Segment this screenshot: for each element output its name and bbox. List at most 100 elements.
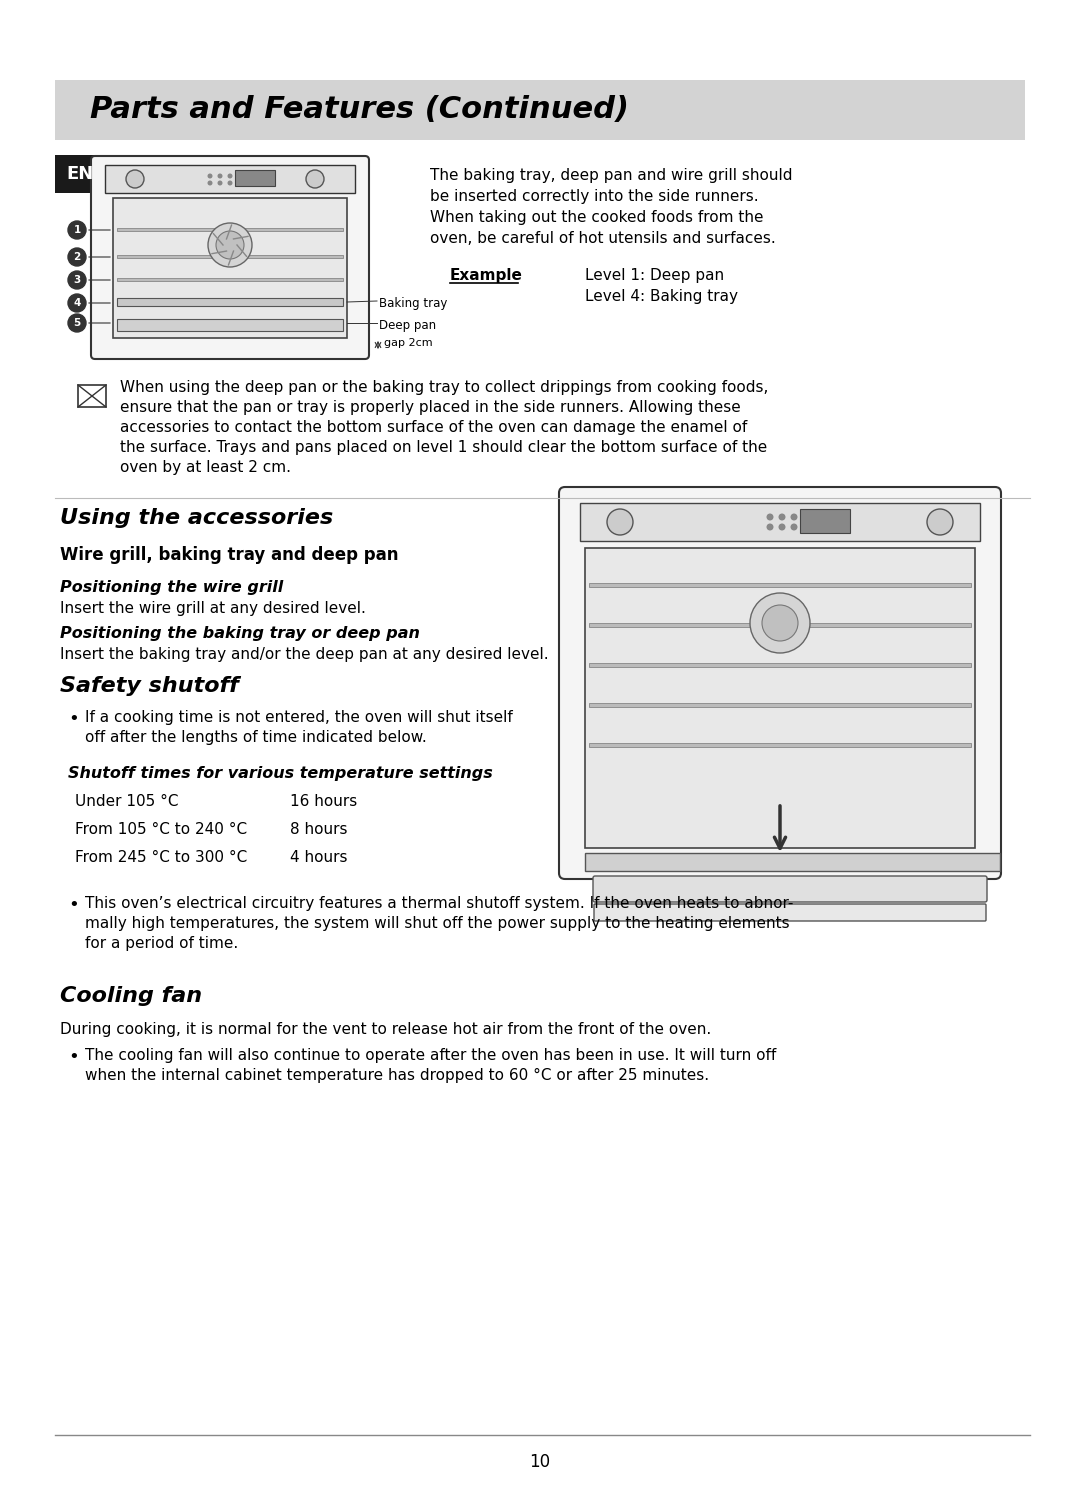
Text: Insert the wire grill at any desired level.: Insert the wire grill at any desired lev… xyxy=(60,600,366,617)
Text: 16 hours: 16 hours xyxy=(291,794,357,808)
Bar xyxy=(589,663,971,667)
Bar xyxy=(589,743,971,747)
Circle shape xyxy=(68,270,86,288)
Text: When using the deep pan or the baking tray to collect drippings from cooking foo: When using the deep pan or the baking tr… xyxy=(120,380,768,395)
Text: Parts and Features (Continued): Parts and Features (Continued) xyxy=(90,95,629,125)
Bar xyxy=(117,256,343,259)
Circle shape xyxy=(306,169,324,189)
Text: If a cooking time is not entered, the oven will shut itself: If a cooking time is not entered, the ov… xyxy=(85,710,513,725)
Text: 4 hours: 4 hours xyxy=(291,850,348,865)
Circle shape xyxy=(216,230,244,259)
Circle shape xyxy=(767,514,773,520)
Circle shape xyxy=(762,605,798,640)
FancyBboxPatch shape xyxy=(559,487,1001,880)
Text: •: • xyxy=(68,710,79,728)
Circle shape xyxy=(228,174,232,178)
Bar xyxy=(55,155,105,193)
Circle shape xyxy=(68,248,86,266)
Bar xyxy=(800,510,850,533)
Text: 4: 4 xyxy=(73,299,81,308)
Text: Using the accessories: Using the accessories xyxy=(60,508,334,528)
Text: Under 105 °C: Under 105 °C xyxy=(75,794,178,808)
Text: off after the lengths of time indicated below.: off after the lengths of time indicated … xyxy=(85,730,427,744)
Circle shape xyxy=(207,174,213,178)
Text: From 105 °C to 240 °C: From 105 °C to 240 °C xyxy=(75,822,247,837)
Bar xyxy=(117,322,343,325)
Bar xyxy=(235,169,275,186)
Text: 8 hours: 8 hours xyxy=(291,822,348,837)
Circle shape xyxy=(208,223,252,267)
FancyBboxPatch shape xyxy=(117,319,343,331)
Text: for a period of time.: for a period of time. xyxy=(85,936,239,951)
FancyBboxPatch shape xyxy=(594,903,986,921)
Circle shape xyxy=(791,523,797,531)
Text: Shutoff times for various temperature settings: Shutoff times for various temperature se… xyxy=(68,765,492,782)
Bar xyxy=(589,623,971,627)
Text: Level 4: Baking tray: Level 4: Baking tray xyxy=(585,288,738,305)
Text: •: • xyxy=(68,896,79,914)
Text: oven by at least 2 cm.: oven by at least 2 cm. xyxy=(120,461,291,476)
Text: From 245 °C to 300 °C: From 245 °C to 300 °C xyxy=(75,850,247,865)
FancyBboxPatch shape xyxy=(91,156,369,360)
Text: Level 1: Deep pan: Level 1: Deep pan xyxy=(585,267,724,282)
Text: the surface. Trays and pans placed on level 1 should clear the bottom surface of: the surface. Trays and pans placed on le… xyxy=(120,440,767,455)
FancyBboxPatch shape xyxy=(117,299,343,306)
Circle shape xyxy=(767,523,773,531)
Circle shape xyxy=(68,294,86,312)
Text: •: • xyxy=(68,1048,79,1065)
Text: This oven’s electrical circuitry features a thermal shutoff system. If the oven : This oven’s electrical circuitry feature… xyxy=(85,896,794,911)
Text: be inserted correctly into the side runners.: be inserted correctly into the side runn… xyxy=(430,189,758,204)
Text: 5: 5 xyxy=(73,318,81,328)
Text: Wire grill, baking tray and deep pan: Wire grill, baking tray and deep pan xyxy=(60,545,399,565)
Circle shape xyxy=(607,510,633,535)
Bar xyxy=(105,165,355,193)
Circle shape xyxy=(779,514,785,520)
Text: mally high temperatures, the system will shut off the power supply to the heatin: mally high temperatures, the system will… xyxy=(85,915,789,932)
Text: 2: 2 xyxy=(73,253,81,262)
Text: Cooling fan: Cooling fan xyxy=(60,987,202,1006)
Circle shape xyxy=(927,510,953,535)
Text: The cooling fan will also continue to operate after the oven has been in use. It: The cooling fan will also continue to op… xyxy=(85,1048,777,1062)
Text: The baking tray, deep pan and wire grill should: The baking tray, deep pan and wire grill… xyxy=(430,168,793,183)
Circle shape xyxy=(68,314,86,331)
Text: 10: 10 xyxy=(529,1453,551,1471)
Circle shape xyxy=(228,180,232,186)
Text: ensure that the pan or tray is properly placed in the side runners. Allowing the: ensure that the pan or tray is properly … xyxy=(120,400,741,415)
Text: Safety shutoff: Safety shutoff xyxy=(60,676,239,695)
Text: 1: 1 xyxy=(73,224,81,235)
FancyBboxPatch shape xyxy=(585,853,1000,871)
Text: when the internal cabinet temperature has dropped to 60 °C or after 25 minutes.: when the internal cabinet temperature ha… xyxy=(85,1068,710,1083)
Circle shape xyxy=(217,174,222,178)
Circle shape xyxy=(779,523,785,531)
Bar xyxy=(117,302,343,305)
Text: Positioning the wire grill: Positioning the wire grill xyxy=(60,580,283,594)
Circle shape xyxy=(217,180,222,186)
Bar xyxy=(589,583,971,587)
Bar xyxy=(117,227,343,230)
Bar xyxy=(117,278,343,281)
Text: EN: EN xyxy=(66,165,94,183)
Text: When taking out the cooked foods from the: When taking out the cooked foods from th… xyxy=(430,210,764,224)
Circle shape xyxy=(126,169,144,189)
Bar xyxy=(113,198,347,337)
Text: Deep pan: Deep pan xyxy=(379,319,436,331)
Text: Insert the baking tray and/or the deep pan at any desired level.: Insert the baking tray and/or the deep p… xyxy=(60,646,549,661)
FancyBboxPatch shape xyxy=(55,80,1025,140)
Text: Example: Example xyxy=(450,267,523,282)
Text: Positioning the baking tray or deep pan: Positioning the baking tray or deep pan xyxy=(60,626,420,640)
Text: gap 2cm: gap 2cm xyxy=(384,337,433,348)
Text: 3: 3 xyxy=(73,275,81,285)
Bar xyxy=(78,385,106,407)
Circle shape xyxy=(68,221,86,239)
Text: oven, be careful of hot utensils and surfaces.: oven, be careful of hot utensils and sur… xyxy=(430,230,775,247)
Circle shape xyxy=(207,180,213,186)
Text: accessories to contact the bottom surface of the oven can damage the enamel of: accessories to contact the bottom surfac… xyxy=(120,421,747,435)
Text: During cooking, it is normal for the vent to release hot air from the front of t: During cooking, it is normal for the ven… xyxy=(60,1022,712,1037)
FancyBboxPatch shape xyxy=(593,877,987,902)
Bar xyxy=(580,502,980,541)
Circle shape xyxy=(750,593,810,652)
Bar xyxy=(589,703,971,707)
Bar xyxy=(585,548,975,849)
Text: Baking tray: Baking tray xyxy=(379,297,447,311)
Circle shape xyxy=(791,514,797,520)
